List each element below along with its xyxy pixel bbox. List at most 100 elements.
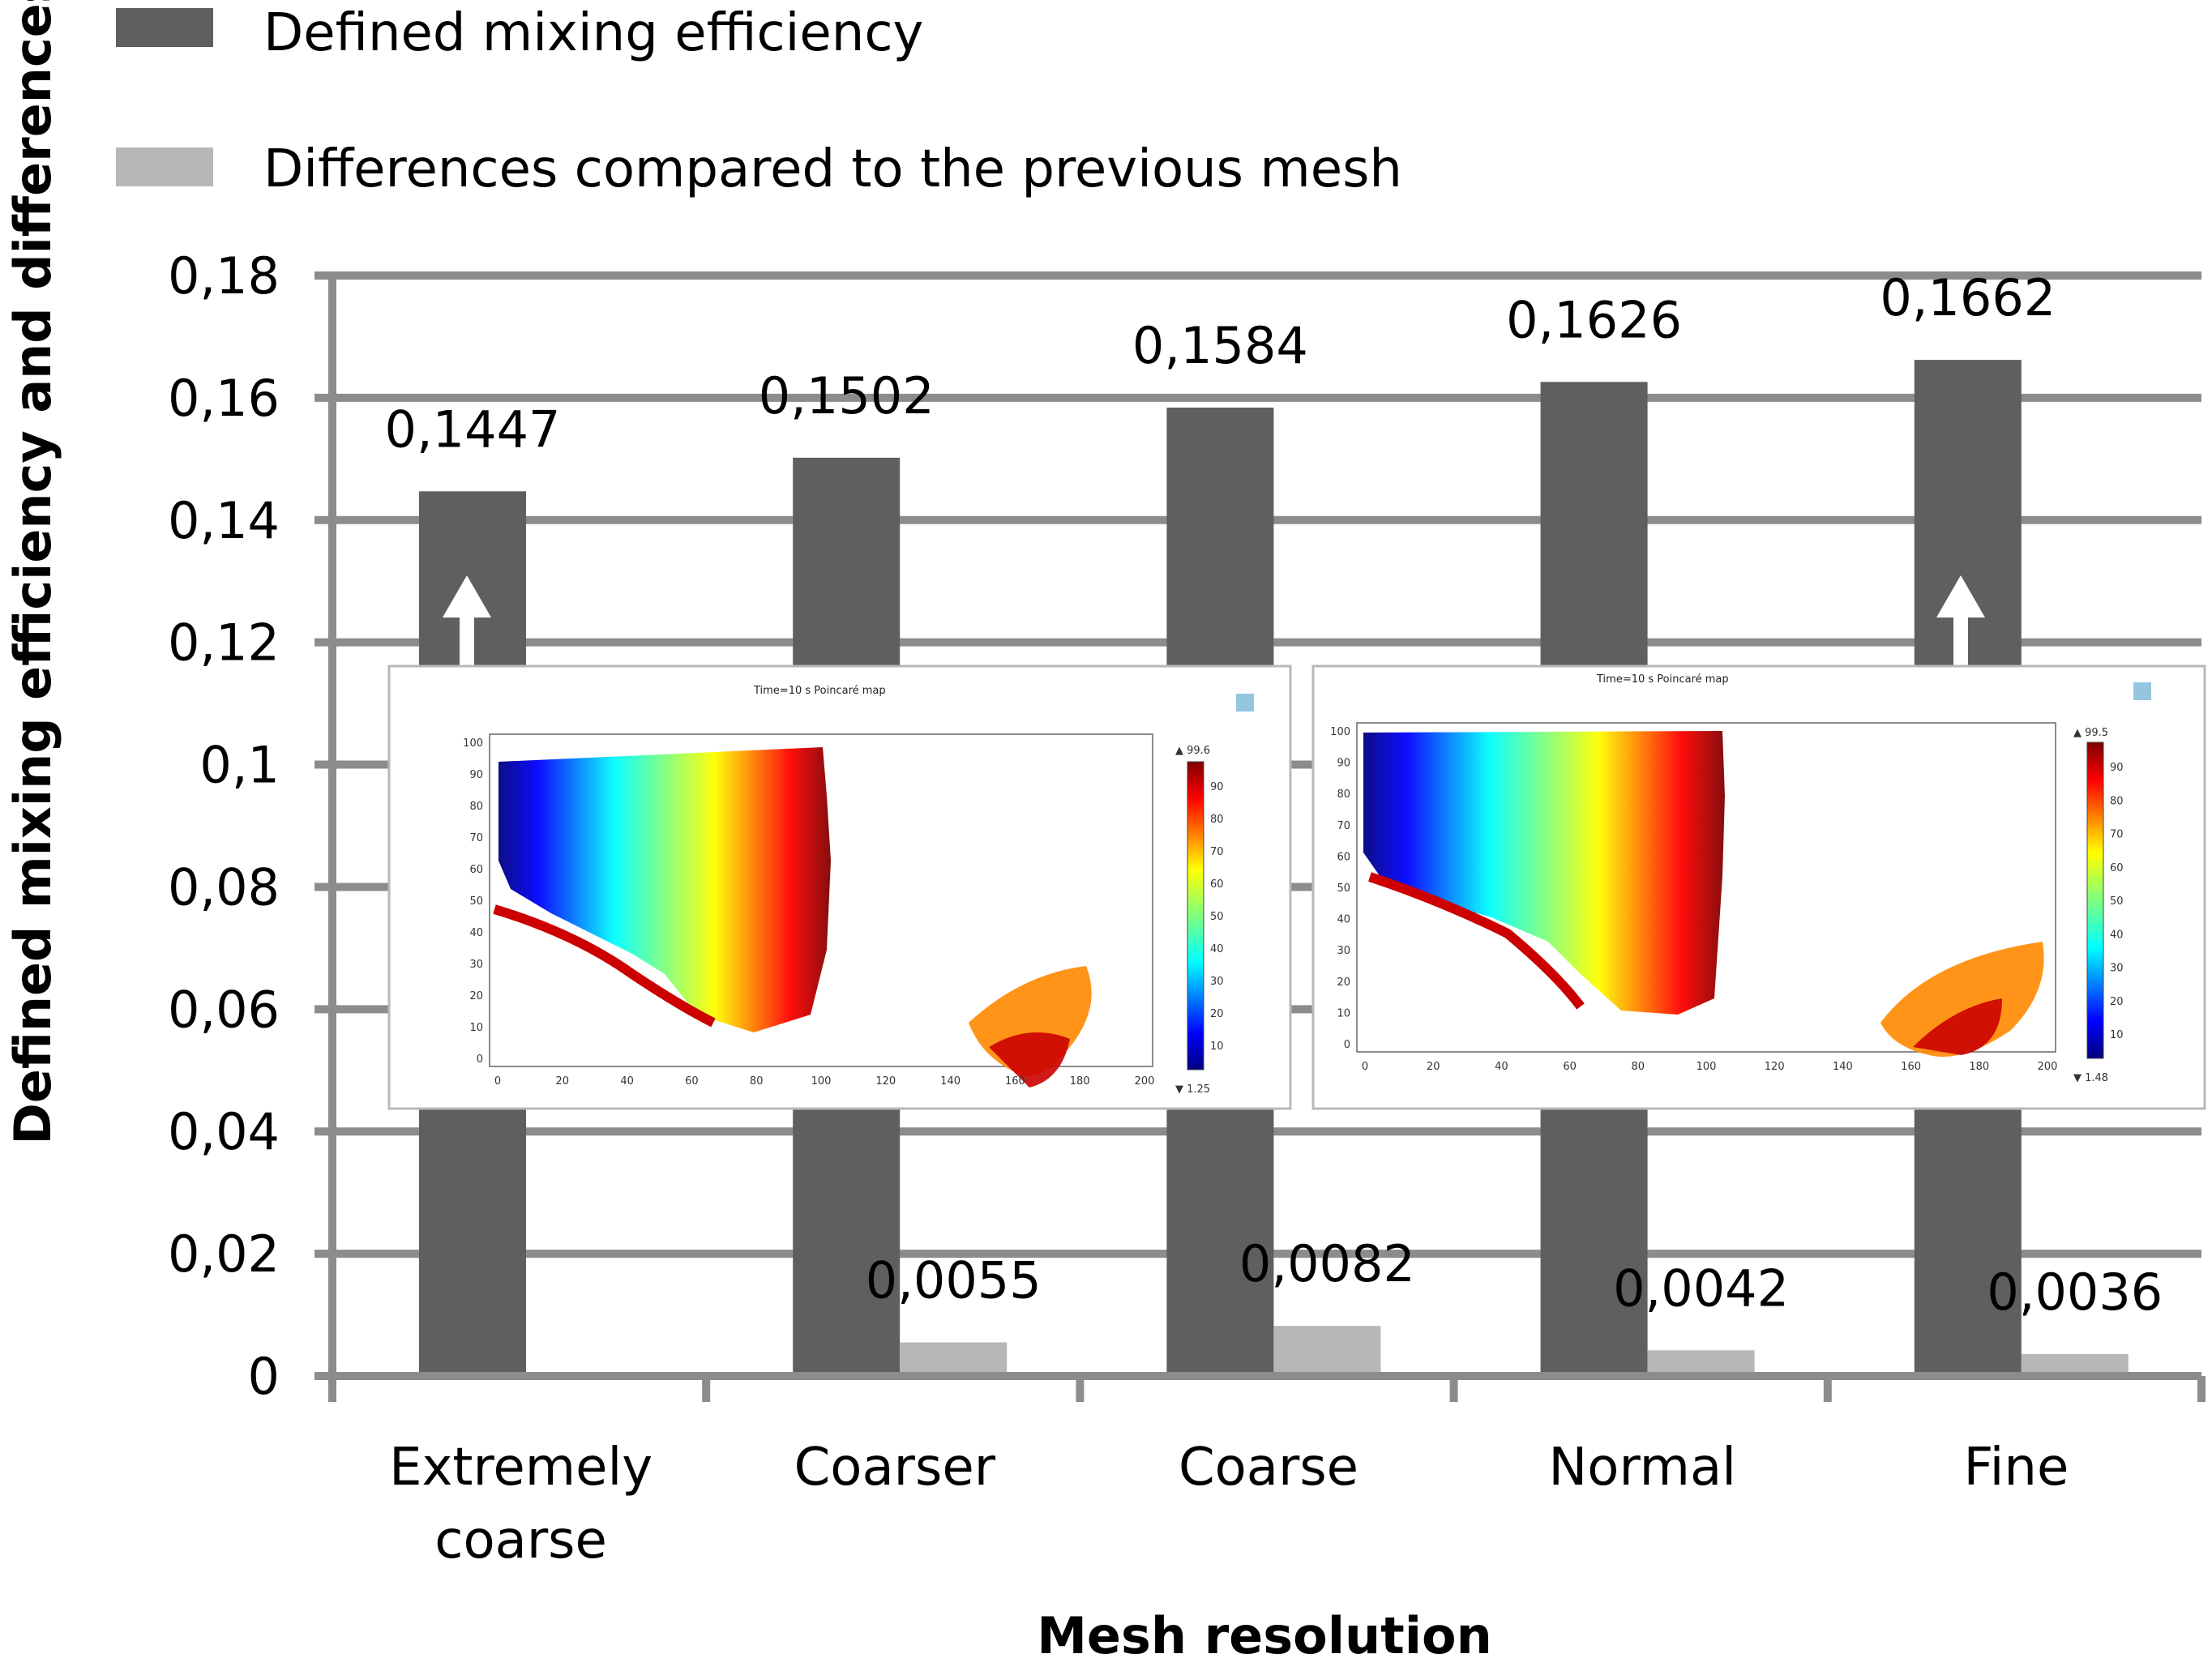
difference-value-label: 0,0082 [1239, 1234, 1415, 1293]
axes [324, 276, 2206, 1402]
inset-x-tick-label: 140 [940, 1075, 961, 1088]
legend-label-differences: Differences compared to the previous mes… [263, 139, 1402, 199]
inset-y-tick-label: 10 [469, 1022, 483, 1034]
efficiency-value-label: 0,1584 [1132, 316, 1308, 375]
inset-y-tick-label: 30 [1337, 945, 1350, 957]
efficiency-value-label: 0,1662 [1880, 268, 2056, 327]
y-tick-label: 0,18 [168, 246, 280, 306]
category-label: Extremely [389, 1438, 652, 1498]
poincare-scatter [493, 747, 1092, 1088]
inset-colorbar-tick-label: 40 [2110, 929, 2124, 941]
y-tick-label: 0,12 [168, 613, 280, 673]
y-tick-label: 0,14 [168, 491, 280, 550]
bar-difference [900, 1342, 1008, 1376]
legend: Defined mixing efficiency Differences co… [116, 3, 1402, 199]
arrow-up-icon [1936, 575, 1985, 673]
y-tick-label: 0,08 [168, 857, 280, 917]
inset-y-tick-label: 70 [469, 832, 483, 844]
y-tick-label: 0,02 [168, 1224, 280, 1284]
y-tick-label: 0,06 [168, 980, 280, 1039]
inset-x-tick-label: 0 [494, 1075, 501, 1088]
inset-x-tick-label: 120 [875, 1075, 896, 1088]
inset-x-tick-label: 0 [1362, 1061, 1368, 1073]
legend-label-efficiency: Defined mixing efficiency [263, 3, 923, 63]
inset-y-ticks: 0 10 20 30 40 50 60 70 80 90 100 [463, 737, 483, 1066]
category-label: Coarser [794, 1438, 996, 1498]
inset-y-tick-label: 100 [1330, 726, 1350, 738]
inset-colorbar-tick-label: 10 [2110, 1029, 2124, 1041]
comsol-logo-icon [2133, 682, 2151, 700]
colorbar-max-label: ▲ 99.5 [2073, 727, 2108, 739]
inset-colorbar-tick-label: 50 [2110, 895, 2124, 908]
inset-x-ticks: 0 20 40 60 80 100 120 140 160 180 200 [494, 1075, 1155, 1088]
inset-y-tick-label: 100 [463, 737, 483, 750]
inset-x-tick-label: 140 [1833, 1061, 1853, 1073]
inset-poincare-map-extremely-coarse: Time=10 s Poincaré map 0 20 40 60 80 100 120 14… [387, 665, 1292, 1110]
inset-x-tick-label: 20 [556, 1075, 570, 1088]
inset-y-tick-label: 80 [1337, 788, 1350, 801]
poincare-scatter [1363, 731, 2044, 1057]
category-label: Coarse [1179, 1438, 1358, 1498]
inset-x-tick-label: 80 [1632, 1061, 1645, 1073]
inset-y-tick-label: 30 [469, 959, 483, 971]
inset-colorbar-tick-label: 20 [2110, 996, 2124, 1008]
difference-value-label: 0,0036 [1987, 1263, 2163, 1322]
bar-difference [1273, 1326, 1381, 1376]
difference-value-label: 0,0042 [1613, 1259, 1789, 1318]
inset-x-tick-label: 20 [1427, 1061, 1440, 1073]
inset-colorbar-tick-label: 70 [2110, 829, 2124, 841]
legend-swatch-differences [116, 147, 213, 186]
inset-colorbar-tick-label: 20 [1210, 1008, 1224, 1020]
colorbar-max-label: ▲ 99.6 [1175, 745, 1210, 757]
efficiency-value-label: 0,1447 [385, 400, 561, 459]
inset-x-tick-label: 120 [1765, 1061, 1785, 1073]
inset-y-tick-label: 90 [469, 769, 483, 781]
y-tick-label: 0,16 [168, 369, 280, 428]
inset-y-tick-label: 50 [469, 895, 483, 908]
inset-colorbar-tick-label: 80 [2110, 795, 2124, 807]
inset-x-tick-label: 40 [1495, 1061, 1508, 1073]
inset-x-tick-label: 180 [1969, 1061, 1989, 1073]
inset-title: Time=10 s Poincaré map [1596, 673, 1729, 686]
inset-colorbar-tick-label: 80 [1210, 814, 1224, 826]
colorbar-min-label: ▼ 1.25 [1175, 1083, 1210, 1096]
inset-poincare-map-fine: Time=10 s Poincaré map 0 20 40 60 80 100 120 14… [1311, 665, 2206, 1110]
inset-x-ticks: 0 20 40 60 80 100 120 140 160 180 200 [1362, 1061, 2058, 1073]
inset-title: Time=10 s Poincaré map [753, 685, 886, 697]
category-label: Fine [1963, 1438, 2069, 1498]
inset-x-tick-label: 100 [811, 1075, 832, 1088]
category-label-line2: coarse [434, 1511, 607, 1571]
inset-x-tick-label: 200 [2038, 1061, 2058, 1073]
inset-colorbar-tick-label: 50 [1210, 911, 1224, 923]
inset-x-tick-label: 60 [685, 1075, 699, 1088]
inset-y-tick-label: 60 [469, 864, 483, 876]
difference-value-label: 0,0055 [866, 1251, 1042, 1310]
inset-y-tick-label: 90 [1337, 758, 1350, 770]
inset-y-tick-label: 0 [477, 1053, 483, 1066]
inset-y-tick-label: 0 [1344, 1039, 1350, 1051]
y-axis-title: Defined mixing efficiency and difference… [3, 0, 62, 1145]
inset-y-tick-label: 20 [469, 990, 483, 1002]
inset-x-tick-label: 100 [1696, 1061, 1717, 1073]
inset-colorbar-tick-label: 10 [1210, 1041, 1224, 1053]
inset-y-tick-label: 40 [1337, 914, 1350, 926]
arrow-up-icon [443, 575, 491, 673]
inset-y-ticks: 0 10 20 30 40 50 60 70 80 90 100 [1330, 726, 1350, 1051]
inset-y-tick-label: 50 [1337, 883, 1350, 895]
inset-colorbar [2086, 741, 2104, 1059]
x-axis-categories: Extremely coarse Coarser Coarse Normal Fine [389, 1438, 2069, 1571]
inset-colorbar-ticks: 10 20 30 40 50 60 70 80 90 [1210, 781, 1224, 1053]
inset-colorbar-tick-label: 30 [2110, 963, 2124, 975]
inset-colorbar-tick-label: 30 [1210, 976, 1224, 988]
inset-x-tick-label: 200 [1135, 1075, 1155, 1088]
inset-x-tick-label: 80 [750, 1075, 764, 1088]
y-tick-label: 0 [248, 1347, 280, 1406]
colorbar-min-label: ▼ 1.48 [2073, 1072, 2108, 1084]
inset-y-tick-label: 70 [1337, 820, 1350, 832]
inset-colorbar-tick-label: 60 [1210, 878, 1224, 891]
inset-x-tick-label: 180 [1070, 1075, 1090, 1088]
y-axis-ticks: 0 0,02 0,04 0,06 0,08 0,1 0,12 0,14 0,16 0,18 [168, 246, 280, 1406]
inset-colorbar-tick-label: 90 [2110, 762, 2124, 774]
efficiency-value-label: 0,1626 [1506, 290, 1682, 349]
